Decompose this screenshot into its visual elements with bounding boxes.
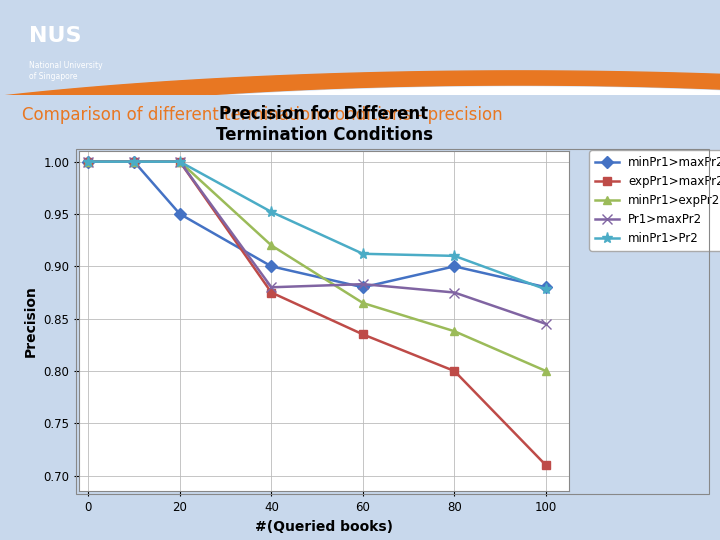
Line: minPr1>expPr2: minPr1>expPr2 [84, 158, 550, 375]
minPr1>Pr2 [84, 158, 93, 165]
Line: expPr1>maxPr2: expPr1>maxPr2 [84, 158, 550, 469]
minPr1>expPr2 [541, 368, 550, 374]
Polygon shape [0, 71, 720, 175]
Pr1>maxPr2 [541, 321, 550, 327]
Pr1>maxPr2 [176, 158, 184, 165]
Text: National University
of Singapore: National University of Singapore [29, 61, 102, 80]
minPr1>Pr2 [450, 253, 459, 259]
Pr1>maxPr2 [267, 284, 276, 291]
expPr1>maxPr2 [267, 289, 276, 296]
minPr1>expPr2 [176, 158, 184, 165]
minPr1>expPr2 [267, 242, 276, 248]
expPr1>maxPr2 [450, 368, 459, 374]
minPr1>maxPr2 [84, 158, 93, 165]
minPr1>maxPr2 [450, 263, 459, 269]
Polygon shape [0, 87, 720, 184]
Legend: minPr1>maxPr2, expPr1>maxPr2, minPr1>expPr2, Pr1>maxPr2, minPr1>Pr2: minPr1>maxPr2, expPr1>maxPr2, minPr1>exp… [590, 150, 720, 251]
X-axis label: #(Queried books): #(Queried books) [255, 519, 393, 534]
Line: Pr1>maxPr2: Pr1>maxPr2 [84, 157, 551, 329]
minPr1>Pr2 [176, 158, 184, 165]
expPr1>maxPr2 [84, 158, 93, 165]
Line: minPr1>maxPr2: minPr1>maxPr2 [84, 158, 550, 292]
Pr1>maxPr2 [450, 289, 459, 296]
Y-axis label: Precision: Precision [24, 285, 38, 357]
minPr1>maxPr2 [267, 263, 276, 269]
minPr1>Pr2 [359, 251, 367, 257]
Line: minPr1>Pr2: minPr1>Pr2 [83, 156, 552, 295]
minPr1>Pr2 [130, 158, 138, 165]
minPr1>maxPr2 [541, 284, 550, 291]
minPr1>expPr2 [130, 158, 138, 165]
expPr1>maxPr2 [359, 331, 367, 338]
Title: Precision for Different
Termination Conditions: Precision for Different Termination Cond… [215, 105, 433, 144]
minPr1>maxPr2 [130, 158, 138, 165]
minPr1>maxPr2 [176, 211, 184, 217]
minPr1>expPr2 [359, 300, 367, 306]
minPr1>expPr2 [84, 158, 93, 165]
minPr1>maxPr2 [359, 284, 367, 291]
minPr1>Pr2 [541, 286, 550, 293]
Pr1>maxPr2 [130, 158, 138, 165]
Pr1>maxPr2 [359, 281, 367, 287]
expPr1>maxPr2 [130, 158, 138, 165]
minPr1>expPr2 [450, 328, 459, 334]
expPr1>maxPr2 [541, 462, 550, 469]
minPr1>Pr2 [267, 208, 276, 215]
Text: Comparison of different termination conditions - precision: Comparison of different termination cond… [22, 106, 503, 124]
Text: NUS: NUS [29, 26, 81, 46]
Pr1>maxPr2 [84, 158, 93, 165]
expPr1>maxPr2 [176, 158, 184, 165]
